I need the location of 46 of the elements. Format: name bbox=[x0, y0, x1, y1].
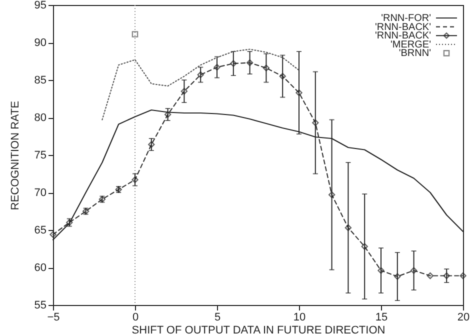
point bbox=[132, 176, 138, 184]
y-tick-label: 75 bbox=[34, 150, 46, 162]
legend-label: 'RNN-BACK' bbox=[374, 30, 432, 42]
point bbox=[394, 273, 401, 280]
point bbox=[328, 191, 336, 198]
point bbox=[344, 224, 352, 232]
y-tick-label: 60 bbox=[34, 262, 46, 274]
point bbox=[132, 31, 138, 38]
legend-label: 'RNN-BACK' bbox=[374, 22, 432, 33]
y-tick-label: 55 bbox=[34, 300, 46, 312]
y-tick-label: 95 bbox=[34, 0, 46, 12]
x-tick-label: 5 bbox=[214, 312, 221, 324]
point bbox=[443, 272, 450, 280]
x-tick-label: −5 bbox=[47, 312, 60, 324]
point bbox=[180, 88, 188, 95]
point bbox=[410, 267, 418, 274]
point bbox=[361, 243, 368, 250]
legend-label: 'MERGE' bbox=[390, 39, 432, 50]
x-axis-title: SHIFT OF OUTPUT DATA IN FUTURE DIRECTION bbox=[132, 324, 386, 335]
y-axis-title: RECOGNITION RATE bbox=[9, 100, 22, 210]
x-tick-label: 20 bbox=[457, 312, 470, 324]
y-tick-label: 65 bbox=[34, 224, 46, 236]
point bbox=[50, 231, 56, 238]
legend-label: 'RNN-FOR' bbox=[381, 13, 432, 24]
point bbox=[279, 72, 286, 80]
y-tick-label: 80 bbox=[34, 112, 46, 124]
point bbox=[148, 141, 155, 148]
y-tick-label: 85 bbox=[34, 74, 46, 86]
point bbox=[230, 60, 237, 67]
x-tick-label: 15 bbox=[375, 312, 388, 324]
point bbox=[312, 119, 319, 126]
point bbox=[262, 64, 270, 72]
point bbox=[426, 272, 434, 280]
point bbox=[246, 59, 254, 66]
point bbox=[164, 111, 172, 118]
point bbox=[460, 272, 466, 280]
point bbox=[197, 71, 204, 78]
line-series bbox=[102, 48, 300, 120]
y-tick-label: 70 bbox=[34, 187, 46, 199]
y-tick-label: 90 bbox=[34, 37, 46, 49]
legend-label: 'BRNN' bbox=[398, 48, 432, 60]
x-tick-label: 10 bbox=[293, 312, 306, 324]
point bbox=[296, 89, 302, 96]
x-tick-label: 0 bbox=[132, 312, 139, 324]
point bbox=[214, 64, 220, 71]
point bbox=[378, 267, 384, 274]
